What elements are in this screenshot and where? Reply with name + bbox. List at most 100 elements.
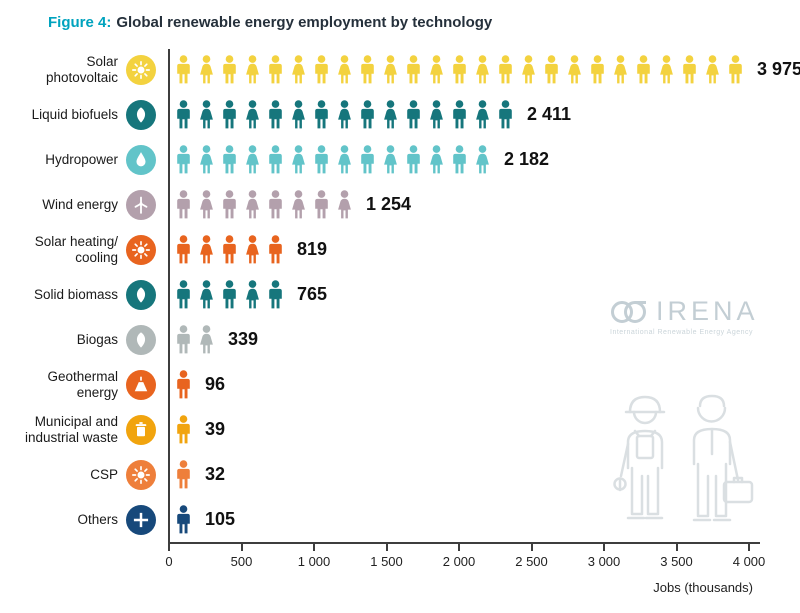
bar: 2 411 bbox=[168, 100, 571, 129]
person-icon bbox=[177, 145, 190, 174]
pictogram-bar bbox=[173, 325, 219, 354]
person-icon bbox=[246, 190, 259, 219]
bar: 3 975 bbox=[168, 55, 800, 84]
person-icon bbox=[269, 280, 282, 309]
value-label: 339 bbox=[228, 329, 259, 349]
person-icon bbox=[177, 460, 190, 489]
person-icon bbox=[407, 55, 420, 84]
person-icon bbox=[637, 55, 650, 84]
person-icon bbox=[269, 100, 282, 129]
chart-row: Municipal and industrial waste 39 bbox=[16, 407, 776, 452]
person-icon bbox=[223, 190, 236, 219]
person-icon bbox=[729, 55, 742, 84]
person-icon bbox=[292, 100, 305, 129]
person-icon bbox=[269, 145, 282, 174]
workers-illustration-icon bbox=[613, 394, 754, 522]
chart-row: Hydropower 2 182 bbox=[16, 137, 776, 182]
person-icon bbox=[200, 145, 213, 174]
pictogram-bar bbox=[173, 505, 196, 534]
bar: 105 bbox=[168, 505, 235, 534]
pictogram-bar bbox=[173, 190, 357, 219]
person-icon bbox=[200, 280, 213, 309]
pictogram-bar bbox=[173, 415, 196, 444]
person-icon bbox=[269, 190, 282, 219]
x-axis-title: Jobs (thousands) bbox=[653, 580, 753, 595]
value-label: 819 bbox=[297, 239, 328, 259]
person-icon bbox=[223, 145, 236, 174]
person-icon bbox=[269, 55, 282, 84]
bar: 1 254 bbox=[168, 190, 411, 219]
axis-tick-label: 1 500 bbox=[370, 554, 403, 569]
person-icon bbox=[177, 505, 190, 534]
pictogram-bar bbox=[173, 280, 288, 309]
irena-logo-icon bbox=[611, 300, 646, 323]
person-icon bbox=[292, 55, 305, 84]
person-icon bbox=[453, 145, 466, 174]
person-icon bbox=[177, 325, 190, 354]
axis-tick-label: 4 000 bbox=[732, 554, 766, 569]
value-label: 2 182 bbox=[504, 149, 550, 169]
person-icon bbox=[315, 145, 328, 174]
axis-tick bbox=[603, 544, 605, 551]
category-label: Hydropower bbox=[45, 151, 118, 167]
person-icon bbox=[476, 55, 489, 84]
person-icon bbox=[292, 145, 305, 174]
value-label: 96 bbox=[205, 374, 226, 394]
person-icon bbox=[223, 280, 236, 309]
person-icon bbox=[545, 55, 558, 84]
person-icon bbox=[200, 55, 213, 84]
category-label: Municipal and industrial waste bbox=[24, 414, 118, 445]
person-icon bbox=[361, 55, 374, 84]
person-icon bbox=[361, 100, 374, 129]
pictogram-bar bbox=[173, 55, 748, 84]
person-icon bbox=[384, 55, 397, 84]
person-icon bbox=[614, 55, 627, 84]
person-icon bbox=[660, 55, 673, 84]
axis-tick bbox=[240, 544, 243, 551]
category-label: Solar heating/ cooling bbox=[34, 234, 118, 265]
person-icon bbox=[338, 190, 351, 219]
person-icon bbox=[223, 55, 236, 84]
person-icon bbox=[430, 100, 443, 129]
y-axis-line bbox=[168, 49, 170, 546]
value-label: 32 bbox=[205, 464, 226, 484]
person-icon bbox=[568, 55, 581, 84]
bar: 32 bbox=[168, 460, 225, 489]
person-icon bbox=[384, 100, 397, 129]
figure-number: Figure 4: bbox=[48, 14, 112, 31]
axis-tick-label: 2 500 bbox=[515, 554, 548, 569]
irena-logo-text: IRENA bbox=[656, 296, 759, 326]
bar: 819 bbox=[168, 235, 327, 264]
person-icon bbox=[706, 55, 719, 84]
pictogram-bar bbox=[173, 100, 518, 129]
chart-row: Geothermal energy 96 bbox=[16, 362, 776, 407]
person-icon bbox=[407, 100, 420, 129]
chart-row: Wind energy 1 254 bbox=[16, 182, 776, 227]
person-icon bbox=[177, 55, 190, 84]
category-label: Wind energy bbox=[42, 196, 118, 212]
person-icon bbox=[177, 190, 190, 219]
person-icon bbox=[177, 280, 190, 309]
value-label: 39 bbox=[205, 419, 226, 439]
category-label: Liquid biofuels bbox=[31, 106, 118, 122]
person-icon bbox=[200, 325, 213, 354]
sun-icon bbox=[126, 234, 156, 265]
axis-tick bbox=[675, 544, 678, 551]
person-icon bbox=[476, 100, 489, 129]
leaf-icon bbox=[126, 279, 156, 310]
category-label: CSP bbox=[90, 466, 118, 482]
person-icon bbox=[200, 235, 213, 264]
volcano-icon bbox=[126, 369, 156, 400]
axis-tick bbox=[168, 544, 170, 551]
person-icon bbox=[338, 55, 351, 84]
pictogram-bar bbox=[173, 460, 196, 489]
chart-rows: Solar photovoltaic 3 975 Liquid biofuels 2 … bbox=[16, 47, 800, 542]
axis-tick bbox=[313, 544, 315, 551]
chart-row: Biogas 339 bbox=[16, 317, 776, 362]
pictogram-bar bbox=[173, 370, 196, 399]
pictogram-chart: Solar photovoltaic 3 975 Liquid biofuels 2 … bbox=[16, 47, 800, 595]
category-label: Biogas bbox=[76, 331, 118, 347]
axis-tick bbox=[530, 544, 533, 551]
person-icon bbox=[453, 100, 466, 129]
